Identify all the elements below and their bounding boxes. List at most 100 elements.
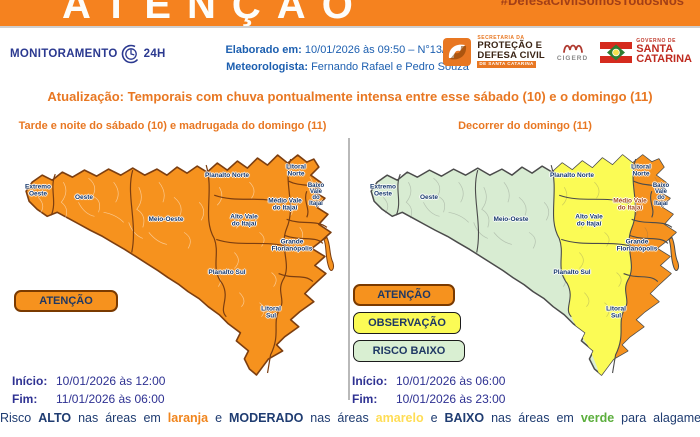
inicio-label: Início: — [12, 374, 48, 388]
region-label-alto-vale: Alto Vale do Itajaí — [230, 213, 258, 227]
region-label-extremo-oeste: Extremo Oeste — [24, 183, 52, 197]
defesa-civil-line1: SECRETARIA DA — [477, 35, 525, 41]
defesa-civil-line2: PROTEÇÃO E — [477, 40, 543, 52]
region-label-alto-vale: Alto Vale do Itajaí — [575, 213, 603, 227]
footer-seg: para alagamentos e — [621, 411, 700, 425]
santa-catarina-map-right — [370, 154, 679, 376]
monitoring-24h: MONITORAMENTO 24H — [10, 44, 166, 64]
cigerd-logo: CIGERD — [557, 42, 588, 62]
elaborated-line: Elaborado em: 10/01/2026 às 09:50 – N°13… — [200, 42, 495, 59]
region-label-grande-florianopolis: Grande Florianópolis — [271, 238, 313, 252]
alert-banner: ATENÇÃO #DefesaCivilSomosTodosNós — [0, 0, 700, 28]
meteorologist-label: Meteorologista: — [226, 61, 309, 74]
right-panel-title: Decorrer do domingo (11) — [458, 120, 592, 132]
florianopolis-island — [668, 236, 679, 271]
region-borders — [50, 158, 328, 374]
observation-zone — [551, 155, 636, 375]
monitoring-label: MONITORAMENTO — [10, 48, 118, 60]
region-label-meio-oeste: Meio-Oeste — [148, 215, 184, 223]
governo-line1: GOVERNO DE — [636, 38, 677, 45]
governo-sc-text: GOVERNO DE SANTA CATARINA — [636, 39, 692, 65]
region-label-medio-vale: Médio Vale do Itajaí — [268, 197, 302, 211]
region-label-medio-vale: Médio Vale do Itajaí — [613, 197, 647, 211]
legend-chip-observacao: OBSERVAÇÃO — [353, 312, 461, 334]
footer-seg-verde: verde — [580, 411, 615, 425]
legend-chip-atencao-left: ATENÇÃO — [14, 290, 118, 312]
region-label-planalto-sul: Planalto Sul — [208, 268, 246, 276]
banner-title: ATENÇÃO — [62, 0, 369, 27]
footer-seg: nas áreas — [303, 411, 376, 425]
banner-hashtag: #DefesaCivilSomosTodosNós — [500, 0, 684, 8]
governo-sc-logo: GOVERNO DE SANTA CATARINA — [600, 39, 692, 65]
fim-value: 10/01/2026 às 23:00 — [396, 392, 506, 406]
risk-zones — [551, 155, 676, 375]
elaborated-label: Elaborado em: — [225, 44, 302, 56]
region-borders — [395, 158, 673, 374]
sc-flag-icon — [600, 41, 633, 63]
footer-seg: e — [423, 411, 445, 425]
defesa-civil-line3: DEFESA CIVIL — [477, 50, 545, 62]
clock-icon — [121, 44, 140, 64]
footer-risk-line: Risco ALTO nas áreas em laranja e MODERA… — [0, 411, 700, 425]
region-label-baixo-vale: Baixo Vale do Itajaí — [307, 183, 325, 207]
footer-seg: nas áreas em — [484, 411, 581, 425]
santa-catarina-map-left — [25, 154, 334, 376]
inicio-value: 10/01/2026 às 06:00 — [396, 374, 506, 388]
region-label-planalto-sul: Planalto Sul — [553, 268, 591, 276]
florianopolis-island — [323, 236, 334, 271]
fim-label: Fim: — [12, 392, 38, 406]
region-label-planalto-norte: Planalto Norte — [549, 171, 595, 179]
region-label-litoral-sul: Litoral Sul — [261, 305, 281, 319]
logo-row: SECRETARIA DA PROTEÇÃO E DEFESA CIVIL DE… — [443, 35, 692, 68]
attention-zone — [611, 155, 676, 375]
region-label-oeste: Oeste — [74, 193, 94, 201]
defesa-civil-icon — [443, 38, 472, 66]
region-label-meio-oeste: Meio-Oeste — [493, 215, 529, 223]
state-outline — [25, 154, 332, 376]
region-label-litoral-norte: Litoral Norte — [286, 163, 306, 177]
region-label-oeste: Oeste — [419, 193, 439, 201]
footer-seg-laranja: laranja — [167, 411, 209, 425]
region-label-baixo-vale: Baixo Vale do Itajaí — [652, 183, 670, 207]
left-date-range: Início: 10/01/2026 às 12:00 Fim: 11/01/202… — [12, 372, 165, 408]
left-map-saturday: Extremo Oeste Oeste Meio-Oeste Planalto … — [8, 142, 345, 378]
region-label-planalto-norte: Planalto Norte — [204, 171, 250, 179]
governo-line2: SANTA — [636, 42, 674, 55]
footer-seg-moderado: MODERADO — [229, 411, 304, 425]
fim-label: Fim: — [352, 392, 378, 406]
footer-seg-amarelo: amarelo — [375, 411, 424, 425]
legend-chip-risco-baixo: RISCO BAIXO — [353, 340, 465, 362]
footer-seg: e — [208, 411, 230, 425]
panel-divider — [348, 138, 350, 400]
meteorologist-line: Meteorologista: Fernando Rafael e Pedro … — [200, 59, 495, 76]
right-date-range: Início: 10/01/2026 às 06:00 Fim: 10/01/202… — [352, 372, 505, 408]
inicio-line: Início: 10/01/2026 às 12:00 — [12, 372, 165, 390]
right-map-sunday: Extremo Oeste Oeste Meio-Oeste Planalto … — [353, 142, 690, 378]
fim-line: Fim: 10/01/2026 às 23:00 — [352, 390, 505, 408]
footer-seg-baixo: BAIXO — [444, 411, 485, 425]
defesa-civil-text: SECRETARIA DA PROTEÇÃO E DEFESA CIVIL DE… — [477, 35, 545, 68]
region-label-grande-florianopolis: Grande Florianópolis — [616, 238, 658, 252]
update-headline: Atualização: Temporais com chuva pontual… — [47, 89, 653, 104]
inicio-label: Início: — [352, 374, 388, 388]
meteorologist-value: Fernando Rafael e Pedro Souza — [308, 61, 469, 74]
footer-seg: Risco — [0, 411, 39, 425]
region-label-litoral-sul: Litoral Sul — [606, 305, 626, 319]
elaborated-block: Elaborado em: 10/01/2026 às 09:50 – N°13… — [200, 42, 495, 76]
cigerd-label: CIGERD — [556, 55, 589, 62]
monitoring-suffix: 24H — [143, 48, 166, 60]
fim-line: Fim: 11/01/2026 às 06:00 — [12, 390, 165, 408]
region-label-litoral-norte: Litoral Norte — [631, 163, 651, 177]
governo-line3: CATARINA — [636, 53, 692, 66]
inicio-line: Início: 10/01/2026 às 06:00 — [352, 372, 505, 390]
inicio-value: 10/01/2026 às 12:00 — [56, 374, 166, 388]
footer-seg: nas áreas em — [71, 411, 168, 425]
legend-chip-atencao-right: ATENÇÃO — [353, 284, 455, 306]
fim-value: 11/01/2026 às 06:00 — [56, 392, 165, 406]
footer-seg-alto: ALTO — [38, 411, 72, 425]
defesa-civil-line4: DE SANTA CATARINA — [477, 61, 536, 68]
region-label-extremo-oeste: Extremo Oeste — [369, 183, 397, 197]
left-panel-title: Tarde e noite do sábado (10) e madrugada… — [18, 120, 327, 132]
defesa-civil-logo: SECRETARIA DA PROTEÇÃO E DEFESA CIVIL DE… — [443, 35, 545, 68]
